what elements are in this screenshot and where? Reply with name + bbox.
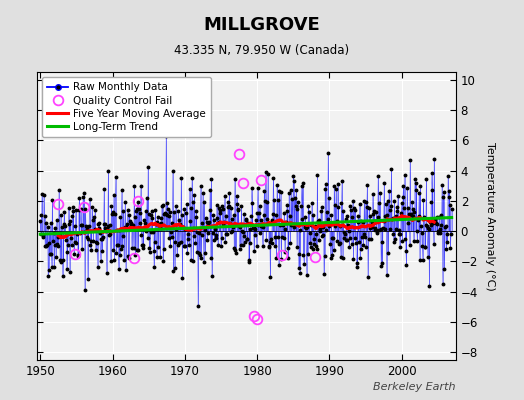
Y-axis label: Temperature Anomaly (°C): Temperature Anomaly (°C) xyxy=(485,142,495,290)
Text: 43.335 N, 79.950 W (Canada): 43.335 N, 79.950 W (Canada) xyxy=(174,44,350,57)
Text: MILLGROVE: MILLGROVE xyxy=(204,16,320,34)
Text: Berkeley Earth: Berkeley Earth xyxy=(374,382,456,392)
Legend: Raw Monthly Data, Quality Control Fail, Five Year Moving Average, Long-Term Tren: Raw Monthly Data, Quality Control Fail, … xyxy=(42,77,211,137)
